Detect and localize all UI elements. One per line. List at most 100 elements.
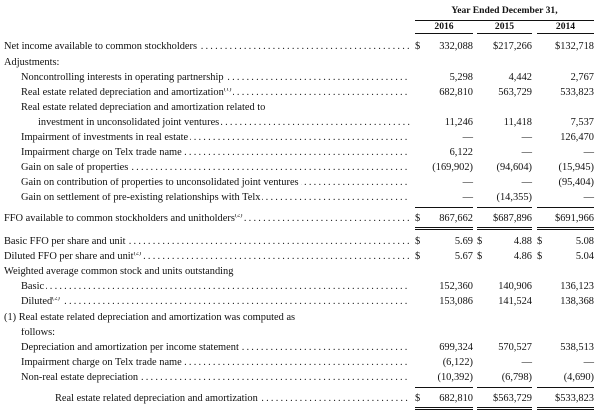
row-label-text: Basic FFO per share and unit <box>4 237 128 247</box>
value-cell: 152,360 <box>439 281 473 292</box>
value-cell: 140,906 <box>498 281 532 292</box>
row-label-text: Depreciation and amortization per income… <box>21 343 241 353</box>
row-label-text: FFO available to common stockholders and… <box>4 214 245 224</box>
value-cell: — <box>583 357 594 368</box>
subtotal-rule <box>477 207 532 208</box>
value-cell: — <box>521 177 532 188</box>
table-row: ........................................… <box>0 235 598 250</box>
dollar-sign: $ <box>415 251 421 262</box>
value-cell: 570,527 <box>498 342 532 353</box>
value-cell: $533,823 <box>555 393 594 404</box>
table-row: ........................................… <box>0 280 598 295</box>
value-cell: 332,088 <box>439 41 473 52</box>
value-cell: 11,418 <box>503 117 532 128</box>
value-cell <box>415 267 473 279</box>
dollar-sign: $ <box>415 41 421 52</box>
value-cell <box>415 313 473 325</box>
table-row: ........................................… <box>0 371 598 386</box>
value-cell: — <box>462 132 473 143</box>
year-rule <box>477 33 532 34</box>
dollar-sign: $ <box>477 251 483 262</box>
table-row: ........................................… <box>0 131 598 146</box>
value-cell: 682,810 <box>439 393 473 404</box>
value-cell: 563,729 <box>498 87 532 98</box>
value-cell <box>415 328 473 340</box>
row-label: Real estate related depreciation and amo… <box>21 103 268 113</box>
value-cell: 4.88 <box>513 236 532 247</box>
value-cell <box>477 58 532 70</box>
value-cell <box>477 103 532 115</box>
value-cell: (15,945) <box>558 162 595 173</box>
total-double-rule <box>477 407 532 410</box>
row-label-text: Gain on settlement of pre-existing relat… <box>21 193 263 203</box>
subtotal-rule <box>415 207 473 208</box>
row-label-text: Non-real estate depreciation <box>21 373 141 383</box>
value-cell: 5.08 <box>575 236 594 247</box>
table-row: ........................................… <box>0 71 598 86</box>
value-cell: — <box>583 147 594 158</box>
value-cell <box>537 103 594 115</box>
row-label: Impairment charge on Telx trade name <box>21 148 184 158</box>
leader-dots: ........................................… <box>38 118 410 128</box>
row-label: Gain on sale of properties <box>21 163 131 173</box>
row-label: FFO available to common stockholders and… <box>4 214 245 224</box>
value-cell: (4,690) <box>563 372 594 383</box>
row-label: Real estate related depreciation and amo… <box>21 88 234 98</box>
row-label: Basic <box>21 282 47 292</box>
table-row: Weighted average common stock and units … <box>0 265 598 280</box>
table-row: ........................................… <box>0 116 598 131</box>
row-label-text: Net income available to common stockhold… <box>4 42 200 52</box>
row-label-text: Basic <box>21 282 47 292</box>
leader-dots: ........................................… <box>4 237 410 247</box>
subtotal-rule <box>537 207 594 208</box>
row-label: Impairment of investments in real estate <box>21 133 191 143</box>
dollar-sign: $ <box>537 251 543 262</box>
footnote-marker: (2) <box>52 297 60 302</box>
row-label: Diluted(2) <box>21 297 62 307</box>
year-header-2016: 2016 <box>434 21 454 32</box>
dollar-sign: $ <box>415 236 421 247</box>
value-cell: $563,729 <box>493 393 532 404</box>
row-label: Depreciation and amortization per income… <box>21 343 241 353</box>
value-cell: 7,537 <box>570 117 594 128</box>
value-cell: 5,298 <box>449 72 473 83</box>
table-row: ........................................… <box>0 86 598 101</box>
leader-dots: ........................................… <box>4 252 410 262</box>
value-cell: 11,246 <box>444 117 473 128</box>
footnote-marker: (2) <box>234 214 243 219</box>
value-cell <box>415 58 473 70</box>
value-cell: 5.67 <box>454 251 473 262</box>
table-row: follows: <box>0 326 598 341</box>
value-cell: — <box>521 357 532 368</box>
row-label: Gain on settlement of pre-existing relat… <box>21 193 263 203</box>
row-label: Net income available to common stockhold… <box>4 42 200 52</box>
value-cell <box>477 328 532 340</box>
year-header-2015: 2015 <box>494 21 515 32</box>
value-cell: 141,524 <box>498 296 532 307</box>
value-cell: — <box>583 192 594 203</box>
dollar-sign: $ <box>537 236 543 247</box>
total-double-rule <box>477 227 532 230</box>
row-label-text: Gain on sale of properties <box>21 163 131 173</box>
total-double-rule <box>415 227 473 230</box>
value-cell: $691,966 <box>555 213 594 224</box>
total-double-rule <box>537 227 594 230</box>
footnote-marker: (2) <box>133 252 142 257</box>
row-label: follows: <box>21 328 58 338</box>
row-label-text: Impairment charge on Telx trade name <box>21 358 184 368</box>
row-label: Gain on contribution of properties to un… <box>21 178 301 188</box>
value-cell: (6,122) <box>442 357 473 368</box>
value-cell <box>537 267 594 279</box>
value-cell: 682,810 <box>439 87 473 98</box>
value-cell: 5.69 <box>454 236 473 247</box>
footnote-marker: (1) <box>223 88 232 93</box>
value-cell <box>537 328 594 340</box>
value-cell: 4,442 <box>508 72 532 83</box>
row-label: Basic FFO per share and unit <box>4 237 128 247</box>
value-cell: 5.04 <box>575 251 594 262</box>
row-label: Weighted average common stock and units … <box>4 267 236 277</box>
row-label-text: Real estate related depreciation and amo… <box>55 394 260 404</box>
value-cell: — <box>521 147 532 158</box>
value-cell: — <box>462 177 473 188</box>
